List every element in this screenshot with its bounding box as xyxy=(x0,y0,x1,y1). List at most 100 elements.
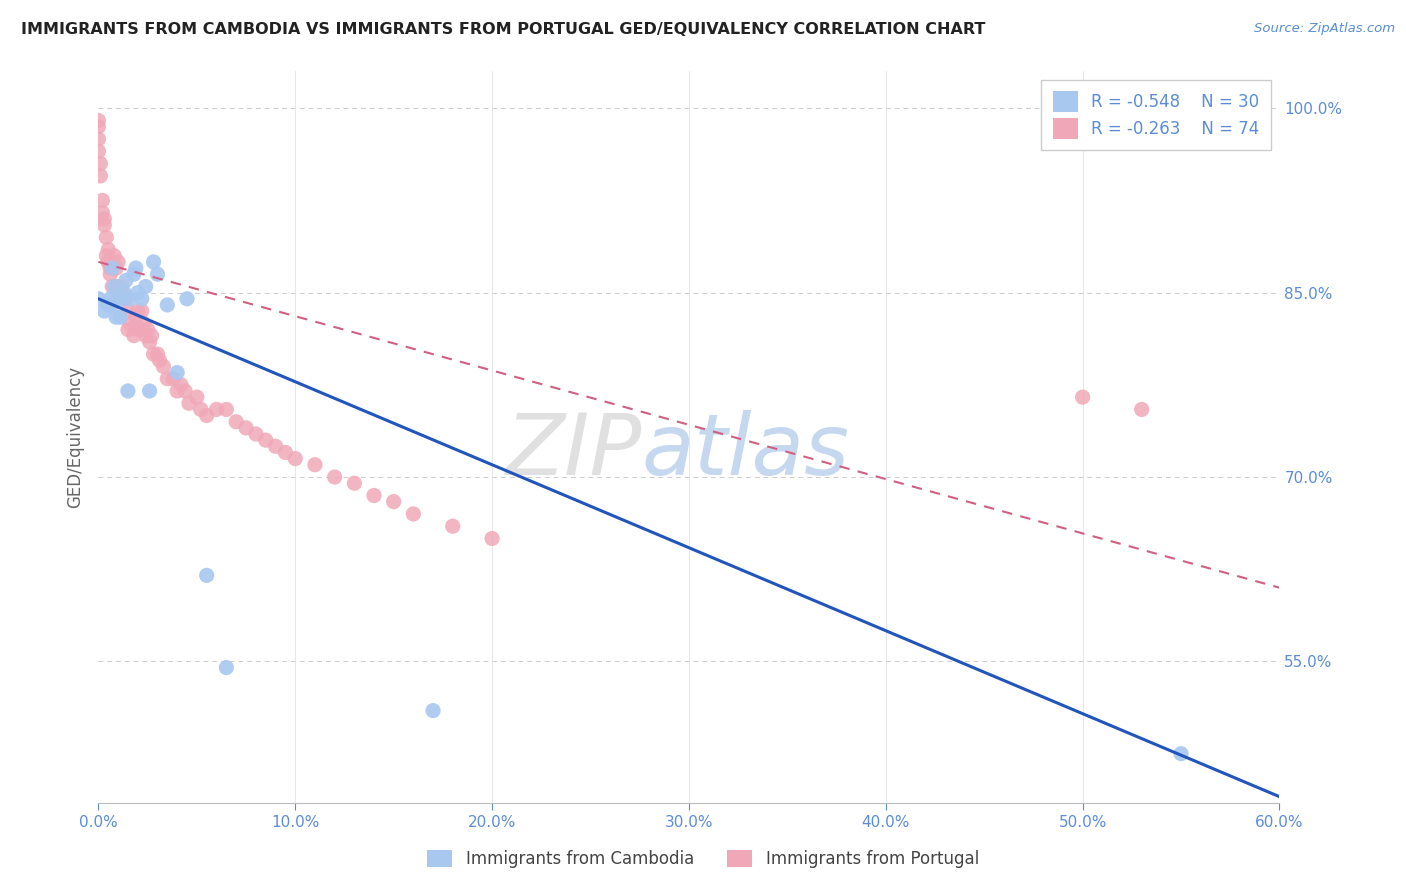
Point xyxy=(363,488,385,502)
Point xyxy=(87,113,110,128)
Point xyxy=(89,156,111,170)
Point xyxy=(107,279,129,293)
Point xyxy=(118,317,141,331)
Point xyxy=(107,255,129,269)
Point xyxy=(162,372,184,386)
Point xyxy=(131,322,153,336)
Point xyxy=(93,211,115,226)
Point xyxy=(422,704,444,718)
Point xyxy=(135,328,157,343)
Point xyxy=(136,322,159,336)
Point xyxy=(141,328,163,343)
Point xyxy=(127,304,149,318)
Point xyxy=(382,494,405,508)
Point xyxy=(225,415,247,429)
Point xyxy=(98,261,121,276)
Text: IMMIGRANTS FROM CAMBODIA VS IMMIGRANTS FROM PORTUGAL GED/EQUIVALENCY CORRELATION: IMMIGRANTS FROM CAMBODIA VS IMMIGRANTS F… xyxy=(21,22,986,37)
Point xyxy=(87,292,110,306)
Point xyxy=(103,249,125,263)
Point xyxy=(245,427,267,442)
Point xyxy=(97,243,120,257)
Point xyxy=(131,292,153,306)
Point xyxy=(103,279,125,293)
Point xyxy=(122,328,145,343)
Point xyxy=(323,470,346,484)
Text: atlas: atlas xyxy=(641,410,849,493)
Text: Source: ZipAtlas.com: Source: ZipAtlas.com xyxy=(1254,22,1395,36)
Point xyxy=(166,384,188,398)
Point xyxy=(87,145,110,159)
Point xyxy=(176,292,198,306)
Point xyxy=(148,353,170,368)
Point xyxy=(441,519,464,533)
Point xyxy=(105,279,128,293)
Point xyxy=(108,292,131,306)
Point xyxy=(1130,402,1153,417)
Point xyxy=(1071,390,1094,404)
Point xyxy=(98,267,121,281)
Point xyxy=(1170,747,1192,761)
Point xyxy=(156,298,179,312)
Point xyxy=(87,132,110,146)
Point xyxy=(127,322,149,336)
Point xyxy=(152,359,174,374)
Point xyxy=(108,310,131,325)
Point xyxy=(146,347,169,361)
Point xyxy=(190,402,212,417)
Point xyxy=(132,317,155,331)
Point xyxy=(117,322,139,336)
Point xyxy=(97,255,120,269)
Point xyxy=(135,279,157,293)
Point xyxy=(186,390,208,404)
Point xyxy=(117,384,139,398)
Point xyxy=(101,279,124,293)
Point xyxy=(215,660,238,674)
Point xyxy=(205,402,228,417)
Point xyxy=(304,458,326,472)
Point xyxy=(131,304,153,318)
Point xyxy=(481,532,503,546)
Point xyxy=(96,230,118,244)
Point xyxy=(142,347,165,361)
Point xyxy=(118,292,141,306)
Point xyxy=(138,384,160,398)
Point xyxy=(97,255,120,269)
Point xyxy=(125,310,148,325)
Point xyxy=(125,261,148,276)
Point xyxy=(170,377,193,392)
Point xyxy=(107,292,129,306)
Point xyxy=(177,396,200,410)
Text: ZIP: ZIP xyxy=(505,410,641,493)
Point xyxy=(115,273,138,287)
Point xyxy=(91,194,114,208)
Point xyxy=(97,298,120,312)
Legend: R = -0.548    N = 30, R = -0.263    N = 74: R = -0.548 N = 30, R = -0.263 N = 74 xyxy=(1042,79,1271,151)
Point xyxy=(93,218,115,232)
Point xyxy=(402,507,425,521)
Point xyxy=(101,261,124,276)
Point xyxy=(215,402,238,417)
Point xyxy=(117,304,139,318)
Point xyxy=(235,421,257,435)
Point xyxy=(111,292,134,306)
Point xyxy=(111,279,134,293)
Point xyxy=(122,267,145,281)
Point xyxy=(89,169,111,183)
Point xyxy=(93,304,115,318)
Point xyxy=(91,205,114,219)
Point xyxy=(195,568,218,582)
Point xyxy=(156,372,179,386)
Point xyxy=(142,255,165,269)
Point xyxy=(101,261,124,276)
Point xyxy=(195,409,218,423)
Y-axis label: GED/Equivalency: GED/Equivalency xyxy=(66,366,84,508)
Point xyxy=(146,267,169,281)
Point xyxy=(112,292,135,306)
Legend: Immigrants from Cambodia, Immigrants from Portugal: Immigrants from Cambodia, Immigrants fro… xyxy=(420,843,986,875)
Point xyxy=(284,451,307,466)
Point xyxy=(98,292,121,306)
Point xyxy=(166,366,188,380)
Point xyxy=(87,120,110,134)
Point xyxy=(343,476,366,491)
Point xyxy=(127,285,149,300)
